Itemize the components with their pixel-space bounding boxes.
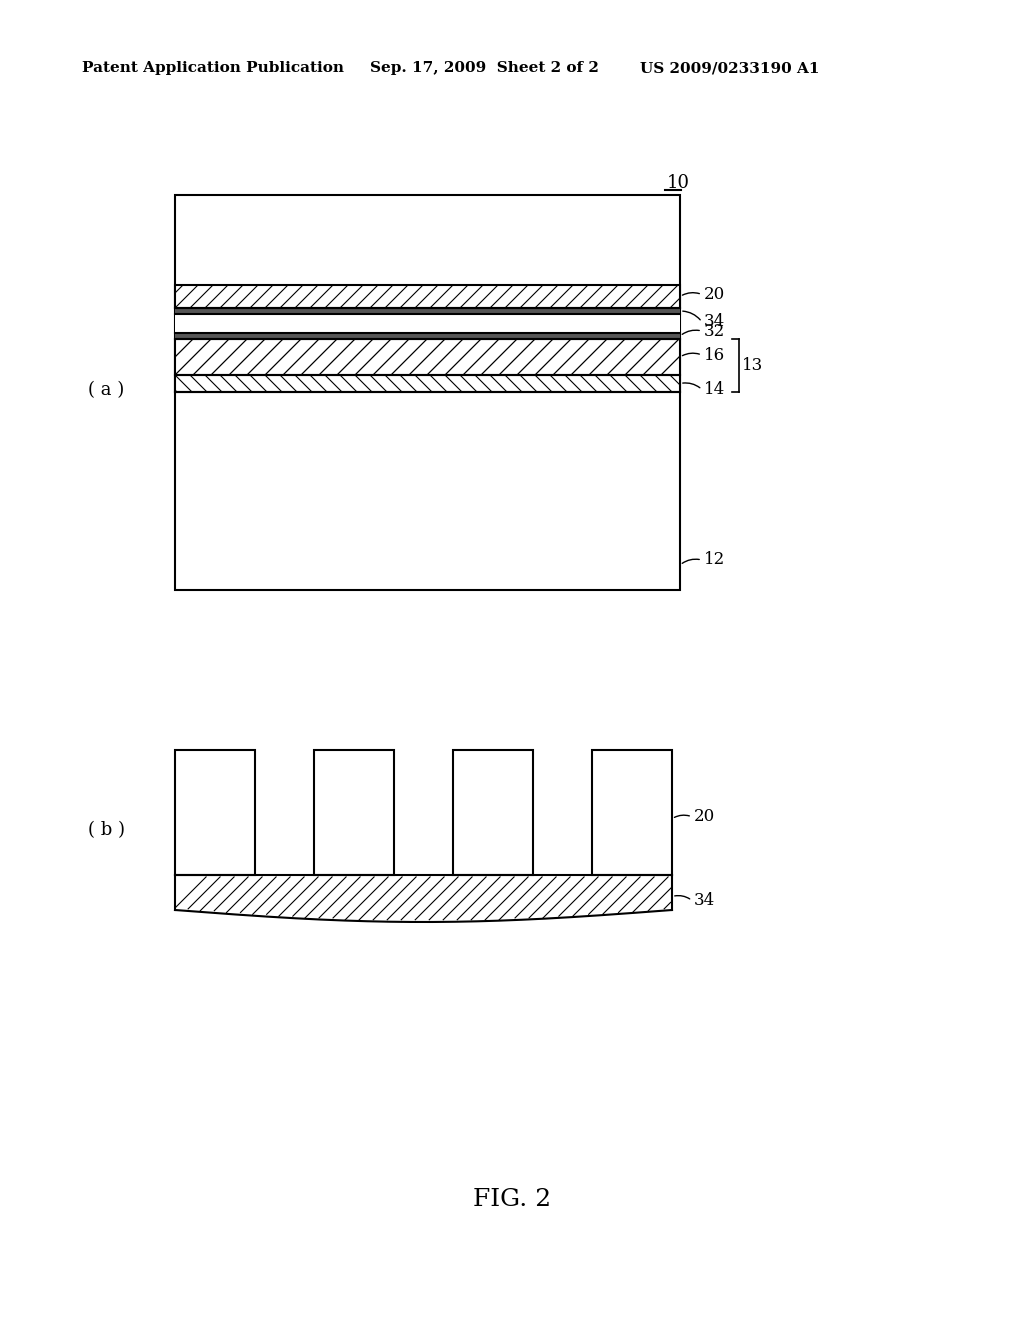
Polygon shape <box>175 875 672 921</box>
Text: 34: 34 <box>694 892 715 909</box>
Bar <box>175 375 680 392</box>
Bar <box>175 195 680 590</box>
Text: 32: 32 <box>705 322 725 339</box>
Bar <box>175 333 680 339</box>
Text: Patent Application Publication: Patent Application Publication <box>82 61 344 75</box>
Bar <box>453 750 534 875</box>
Text: 13: 13 <box>742 356 763 374</box>
Text: 20: 20 <box>694 808 715 825</box>
Bar <box>175 375 680 392</box>
Bar <box>175 339 680 375</box>
Text: FIG. 2: FIG. 2 <box>473 1188 551 1212</box>
Bar <box>175 314 680 333</box>
Text: US 2009/0233190 A1: US 2009/0233190 A1 <box>640 61 819 75</box>
Bar <box>175 339 680 375</box>
Text: 12: 12 <box>705 552 725 569</box>
Bar <box>592 750 672 875</box>
Text: ( a ): ( a ) <box>88 381 124 399</box>
Text: ( b ): ( b ) <box>88 821 125 840</box>
Text: 16: 16 <box>705 346 725 363</box>
Bar <box>314 750 394 875</box>
Bar <box>175 308 680 314</box>
Bar <box>175 285 680 308</box>
Text: 14: 14 <box>705 381 725 399</box>
Text: 34: 34 <box>705 314 725 330</box>
Text: 20: 20 <box>705 286 725 304</box>
Text: 10: 10 <box>667 174 690 191</box>
Bar <box>175 285 680 308</box>
Bar <box>175 750 255 875</box>
Text: Sep. 17, 2009  Sheet 2 of 2: Sep. 17, 2009 Sheet 2 of 2 <box>370 61 599 75</box>
